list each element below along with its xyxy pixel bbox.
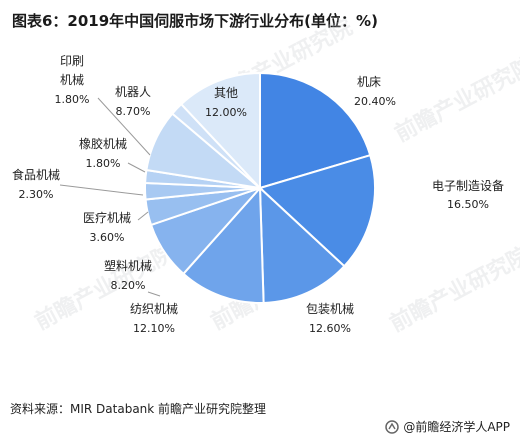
slice-value-11: 12.00%	[205, 106, 247, 119]
slice-label-9: 机器人	[115, 85, 151, 99]
brand-mark[interactable]: @前瞻经济学人APP	[385, 418, 510, 435]
slice-label-10-part1: 印刷	[60, 54, 84, 68]
slice-label-6: 医疗机械	[83, 210, 131, 225]
slice-value-2: 16.50%	[447, 198, 489, 211]
brand-label: @前瞻经济学人APP	[403, 420, 510, 434]
watermark-2: 前瞻产业研究院	[391, 52, 520, 147]
slice-label-7: 食品机械	[12, 167, 60, 182]
source-note: 资料来源：MIR Databank 前瞻产业研究院整理	[10, 402, 267, 416]
slice-label-3: 包装机械	[306, 301, 354, 316]
slice-label-11: 其他	[214, 86, 238, 100]
slice-value-4: 12.10%	[133, 322, 175, 335]
slice-value-6: 3.60%	[90, 231, 125, 244]
slice-label-1: 机床	[357, 75, 381, 89]
slice-value-9: 8.70%	[116, 105, 151, 118]
slice-label-5: 塑料机械	[104, 258, 152, 273]
slice-label-2: 电子制造设备	[432, 179, 504, 193]
watermark-5: 前瞻产业研究院	[386, 242, 520, 337]
watermark-3: 前瞻产业研究院	[31, 240, 179, 335]
pie-slice-11	[179, 71, 261, 191]
slice-value-7: 2.30%	[19, 188, 54, 201]
label-leader-lines	[59, 97, 161, 297]
slice-label-10-part2: 机械	[60, 72, 84, 87]
slice-value-10: 1.80%	[55, 93, 90, 106]
slice-labels: 机床 20.40% 电子制造设备 16.50% 包装机械 12.60% 纺织机械 12.10%…	[12, 54, 504, 335]
pie-slice-3	[258, 185, 346, 304]
leader-line-10	[97, 97, 151, 156]
slice-value-8: 1.80%	[86, 157, 121, 170]
slice-label-8: 橡胶机械	[79, 136, 127, 151]
slice-value-3: 12.60%	[309, 322, 351, 335]
pie-slice-4	[181, 185, 265, 304]
pie-slices	[144, 71, 376, 304]
slice-value-5: 8.20%	[111, 279, 146, 292]
leader-line-7	[59, 184, 144, 196]
chart-title: 图表6：2019年中国伺服市场下游行业分布(单位：%)	[12, 12, 378, 30]
slice-value-1: 20.40%	[354, 95, 396, 108]
pie-slice-1	[259, 71, 372, 190]
leader-line-8	[127, 162, 146, 173]
leader-line-6	[137, 211, 149, 221]
brand-logo-icon	[385, 419, 400, 434]
slice-label-4: 纺织机械	[130, 301, 178, 316]
leader-line-5	[147, 291, 161, 297]
pie-slice-2	[258, 153, 376, 268]
